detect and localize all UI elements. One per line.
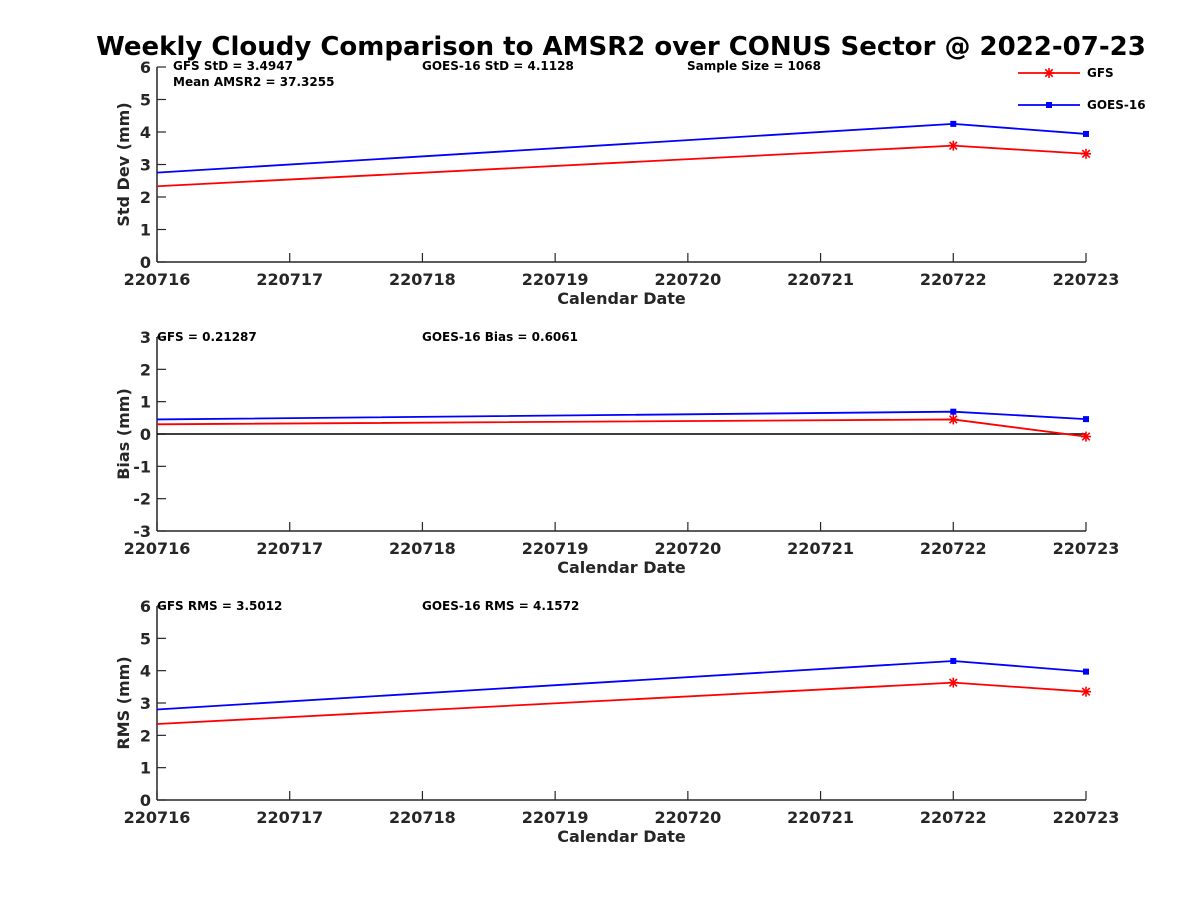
series-line-gfs bbox=[156, 681, 1087, 725]
x-tick-label: 220721 bbox=[787, 270, 854, 289]
data-point-gfs bbox=[948, 414, 959, 425]
series-gfs bbox=[156, 677, 1091, 725]
stat-annotation: GOES-16 RMS = 4.1572 bbox=[422, 599, 579, 613]
panel-3: 220716 220717 220718 220719 220720 220721 2207… bbox=[114, 597, 1119, 846]
data-point-goes-16 bbox=[1083, 668, 1089, 675]
x-tick-label: 220720 bbox=[654, 808, 721, 827]
y-tick-label: 5 bbox=[140, 91, 151, 110]
y-tick-label: 2 bbox=[140, 188, 151, 207]
y-tick-label: 0 bbox=[140, 253, 151, 272]
x-tick-label: 220718 bbox=[389, 270, 456, 289]
x-tick-label: 220721 bbox=[787, 808, 854, 827]
data-point-gfs bbox=[948, 677, 959, 688]
series-gfs bbox=[156, 414, 1091, 442]
x-tick-label: 220719 bbox=[522, 270, 589, 289]
x-tick-label: 220722 bbox=[920, 539, 987, 558]
panel-2: 220716 220717 220718 220719 220720 220721 2207… bbox=[114, 328, 1119, 577]
y-tick-label: 6 bbox=[140, 597, 151, 616]
legend-entry-gfs: GFS bbox=[1018, 66, 1114, 80]
series-gfs bbox=[156, 140, 1091, 188]
series-goes-16 bbox=[156, 408, 1089, 423]
y-tick-label: 6 bbox=[140, 58, 151, 77]
y-tick-label: 0 bbox=[140, 425, 151, 444]
y-tick-label: 4 bbox=[140, 123, 151, 142]
x-tick-label: 220720 bbox=[654, 270, 721, 289]
y-tick-label: 3 bbox=[140, 328, 151, 347]
y-tick-label: -2 bbox=[133, 490, 151, 509]
x-tick-label: 220723 bbox=[1053, 808, 1120, 827]
y-tick-label: 1 bbox=[140, 221, 151, 240]
y-axis-label: Bias (mm) bbox=[114, 388, 133, 480]
x-tick-label: 220722 bbox=[920, 808, 987, 827]
y-tick-label: 1 bbox=[140, 393, 151, 412]
x-tick-label: 220722 bbox=[920, 270, 987, 289]
legend-label: GOES-16 bbox=[1087, 98, 1146, 112]
x-tick-label: 220720 bbox=[654, 539, 721, 558]
x-tick-label: 220716 bbox=[124, 808, 191, 827]
series-goes-16 bbox=[156, 120, 1089, 174]
panel-1: 220716 220717 220718 220719 220720 220721 2207… bbox=[114, 58, 1119, 308]
legend-marker bbox=[1044, 68, 1054, 78]
x-axis-label: Calendar Date bbox=[557, 558, 686, 577]
data-point-goes-16 bbox=[1083, 416, 1089, 423]
x-tick-label: 220716 bbox=[124, 539, 191, 558]
x-tick-label: 220718 bbox=[389, 539, 456, 558]
x-tick-label: 220723 bbox=[1053, 270, 1120, 289]
x-tick-label: 220717 bbox=[256, 808, 323, 827]
legend: GFS GOES-16 bbox=[1018, 66, 1146, 112]
y-axis-label: RMS (mm) bbox=[114, 656, 133, 749]
y-tick-label: 3 bbox=[140, 156, 151, 175]
stat-annotation: GOES-16 Bias = 0.6061 bbox=[422, 330, 578, 344]
legend-entry-goes-16: GOES-16 bbox=[1018, 98, 1146, 112]
legend-label: GFS bbox=[1087, 66, 1114, 80]
y-tick-label: 4 bbox=[140, 662, 151, 681]
chart-panels: 220716 220717 220718 220719 220720 220721 2207… bbox=[114, 58, 1119, 846]
x-tick-label: 220719 bbox=[522, 539, 589, 558]
series-line-gfs bbox=[156, 144, 1087, 188]
stat-annotation: GOES-16 StD = 4.1128 bbox=[422, 59, 574, 73]
x-axis-label: Calendar Date bbox=[557, 827, 686, 846]
stat-annotation: Sample Size = 1068 bbox=[687, 59, 821, 73]
y-tick-label: -1 bbox=[133, 457, 151, 476]
x-tick-label: 220716 bbox=[124, 270, 191, 289]
stat-annotation: GFS RMS = 3.5012 bbox=[157, 599, 282, 613]
data-point-gfs bbox=[1081, 148, 1091, 159]
stat-annotation: GFS StD = 3.4947 bbox=[173, 59, 293, 73]
x-axis-label: Calendar Date bbox=[557, 289, 686, 308]
x-tick-label: 220719 bbox=[522, 808, 589, 827]
series-line-goes-16 bbox=[156, 122, 1087, 174]
data-point-goes-16 bbox=[950, 408, 957, 415]
y-tick-label: 1 bbox=[140, 759, 151, 778]
y-axis-label: Std Dev (mm) bbox=[114, 102, 133, 226]
data-point-gfs bbox=[948, 140, 959, 151]
y-tick-label: 0 bbox=[140, 791, 151, 810]
x-tick-label: 220718 bbox=[389, 808, 456, 827]
y-tick-label: 5 bbox=[140, 629, 151, 648]
series-line-goes-16 bbox=[156, 410, 1087, 421]
x-tick-label: 220717 bbox=[256, 270, 323, 289]
series-goes-16 bbox=[156, 657, 1089, 711]
y-tick-label: 2 bbox=[140, 726, 151, 745]
data-point-goes-16 bbox=[950, 120, 957, 127]
chart-title: Weekly Cloudy Comparison to AMSR2 over C… bbox=[96, 32, 1146, 62]
data-point-gfs bbox=[1081, 686, 1091, 697]
stat-annotation: Mean AMSR2 = 37.3255 bbox=[173, 75, 334, 89]
data-point-gfs bbox=[1081, 431, 1091, 442]
legend-marker bbox=[1046, 102, 1052, 108]
series-line-goes-16 bbox=[156, 660, 1087, 711]
data-point-goes-16 bbox=[1083, 130, 1089, 137]
x-tick-label: 220721 bbox=[787, 539, 854, 558]
stat-annotation: GFS = 0.21287 bbox=[157, 330, 257, 344]
x-tick-label: 220717 bbox=[256, 539, 323, 558]
x-tick-label: 220723 bbox=[1053, 539, 1120, 558]
y-tick-label: -3 bbox=[133, 522, 151, 541]
y-tick-label: 3 bbox=[140, 694, 151, 713]
data-point-goes-16 bbox=[950, 657, 957, 664]
y-tick-label: 2 bbox=[140, 360, 151, 379]
